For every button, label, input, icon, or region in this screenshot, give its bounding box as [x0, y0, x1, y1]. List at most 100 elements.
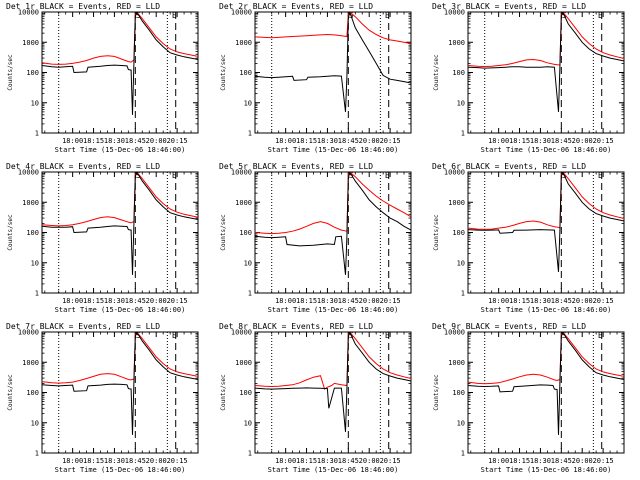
series-lld-line	[255, 172, 411, 235]
panel-title: Det 6r BLACK = Events, RED = LLD	[432, 162, 586, 171]
panel-6: Det 6r BLACK = Events, RED = LLD 1 10 100 10…	[432, 162, 625, 314]
panel-2: Det 2r BLACK = Events, RED = LLD 1 10 100 10…	[219, 2, 412, 154]
y-tick-label: 10000	[231, 9, 252, 17]
x-axis-label: Start Time (15-Dec-06 18:46:00)	[268, 466, 399, 474]
y-tick-label: 1000	[22, 199, 39, 207]
x-tick-label: 20:00	[146, 137, 167, 145]
y-tick-label: 1	[461, 450, 465, 458]
x-tick-label: 20:15	[167, 137, 188, 145]
x-tick-label: 18:45	[125, 297, 146, 305]
series-lld-line	[255, 332, 411, 390]
x-tick-label: 18:00	[62, 137, 83, 145]
panel-title: Det 3r BLACK = Events, RED = LLD	[432, 2, 586, 11]
x-tick-label: 18:15	[509, 297, 530, 305]
plot-frame	[467, 11, 625, 134]
panel-5: Det 5r BLACK = Events, RED = LLD 1 10 100 10…	[219, 162, 412, 314]
series-lld-line	[42, 172, 198, 227]
x-tick-label: 18:30	[530, 297, 551, 305]
y-tick-label: 1	[248, 450, 252, 458]
x-tick-label: 18:00	[62, 457, 83, 465]
y-tick-label: 100	[26, 69, 39, 77]
plot-frame	[41, 11, 199, 134]
panel-8: Det 8r BLACK = Events, RED = LLD 1 10 100 10…	[219, 322, 412, 474]
y-tick-label: 10000	[444, 169, 465, 177]
y-tick-label: 1000	[235, 39, 252, 47]
x-tick-label: 20:15	[380, 297, 401, 305]
x-tick-label: 18:15	[296, 137, 317, 145]
marker-e: E	[598, 331, 603, 340]
x-tick-label: 20:15	[167, 457, 188, 465]
plot-frame	[467, 331, 625, 454]
panel-title: Det 7r BLACK = Events, RED = LLD	[6, 322, 160, 331]
y-axis-label: Counts/sec	[220, 214, 227, 251]
marker-s: S	[136, 11, 141, 20]
x-axis-label: Start Time (15-Dec-06 18:46:00)	[481, 306, 612, 314]
y-axis-label: Counts/sec	[220, 374, 227, 411]
y-tick-label: 1000	[235, 199, 252, 207]
x-tick-label: 18:45	[338, 457, 359, 465]
x-tick-label: 18:00	[62, 297, 83, 305]
marker-e: E	[172, 171, 177, 180]
y-tick-label: 1000	[22, 359, 39, 367]
x-tick-label: 18:15	[509, 457, 530, 465]
x-tick-label: 18:30	[530, 137, 551, 145]
series-events-line	[468, 332, 624, 435]
panel-title: Det 1r BLACK = Events, RED = LLD	[6, 2, 160, 11]
plot-frame	[467, 171, 625, 294]
plot-frame	[41, 171, 199, 294]
y-tick-label: 10000	[231, 169, 252, 177]
y-tick-label: 1000	[448, 39, 465, 47]
y-tick-label: 10	[31, 99, 39, 107]
x-tick-label: 20:15	[380, 457, 401, 465]
y-axis-label: Counts/sec	[7, 54, 14, 91]
marker-e: E	[385, 331, 390, 340]
x-tick-label: 20:15	[593, 137, 614, 145]
y-tick-label: 100	[452, 389, 465, 397]
x-tick-label: 18:45	[338, 137, 359, 145]
y-tick-label: 1000	[448, 199, 465, 207]
marker-e: E	[385, 171, 390, 180]
y-tick-label: 100	[26, 389, 39, 397]
x-tick-label: 18:45	[551, 297, 572, 305]
y-tick-label: 10000	[231, 329, 252, 337]
x-tick-label: 18:00	[275, 297, 296, 305]
y-axis-label: Counts/sec	[433, 374, 440, 411]
marker-e: E	[598, 11, 603, 20]
x-tick-label: 18:00	[488, 457, 509, 465]
x-tick-label: 18:30	[317, 297, 338, 305]
x-tick-label: 18:15	[83, 457, 104, 465]
y-axis-label: Counts/sec	[7, 374, 14, 411]
y-tick-label: 10	[31, 419, 39, 427]
x-tick-label: 18:45	[125, 457, 146, 465]
marker-s: S	[136, 331, 141, 340]
x-tick-label: 18:30	[317, 137, 338, 145]
series-lld-line	[468, 12, 624, 68]
x-tick-label: 20:15	[593, 297, 614, 305]
y-tick-label: 10	[457, 99, 465, 107]
y-tick-label: 10	[244, 99, 252, 107]
x-tick-label: 20:00	[572, 137, 593, 145]
y-axis-label: Counts/sec	[433, 214, 440, 251]
series-events-line	[42, 172, 198, 275]
marker-e: E	[172, 11, 177, 20]
y-tick-label: 10	[457, 419, 465, 427]
marker-e: E	[598, 171, 603, 180]
x-tick-label: 18:15	[296, 457, 317, 465]
x-tick-label: 20:00	[359, 457, 380, 465]
y-tick-label: 1	[461, 130, 465, 138]
y-tick-label: 1000	[235, 359, 252, 367]
x-tick-label: 18:15	[509, 137, 530, 145]
panel-9: Det 9r BLACK = Events, RED = LLD 1 10 100 10…	[432, 322, 625, 474]
plot-frame	[254, 11, 412, 134]
y-tick-label: 10	[244, 419, 252, 427]
x-tick-label: 18:45	[551, 457, 572, 465]
x-tick-label: 18:45	[551, 137, 572, 145]
series-events-line	[42, 332, 198, 435]
x-tick-label: 18:00	[275, 457, 296, 465]
x-tick-label: 18:45	[338, 297, 359, 305]
series-events-line	[468, 172, 624, 272]
y-tick-label: 10000	[444, 9, 465, 17]
x-tick-label: 18:45	[125, 137, 146, 145]
x-tick-label: 20:15	[380, 137, 401, 145]
